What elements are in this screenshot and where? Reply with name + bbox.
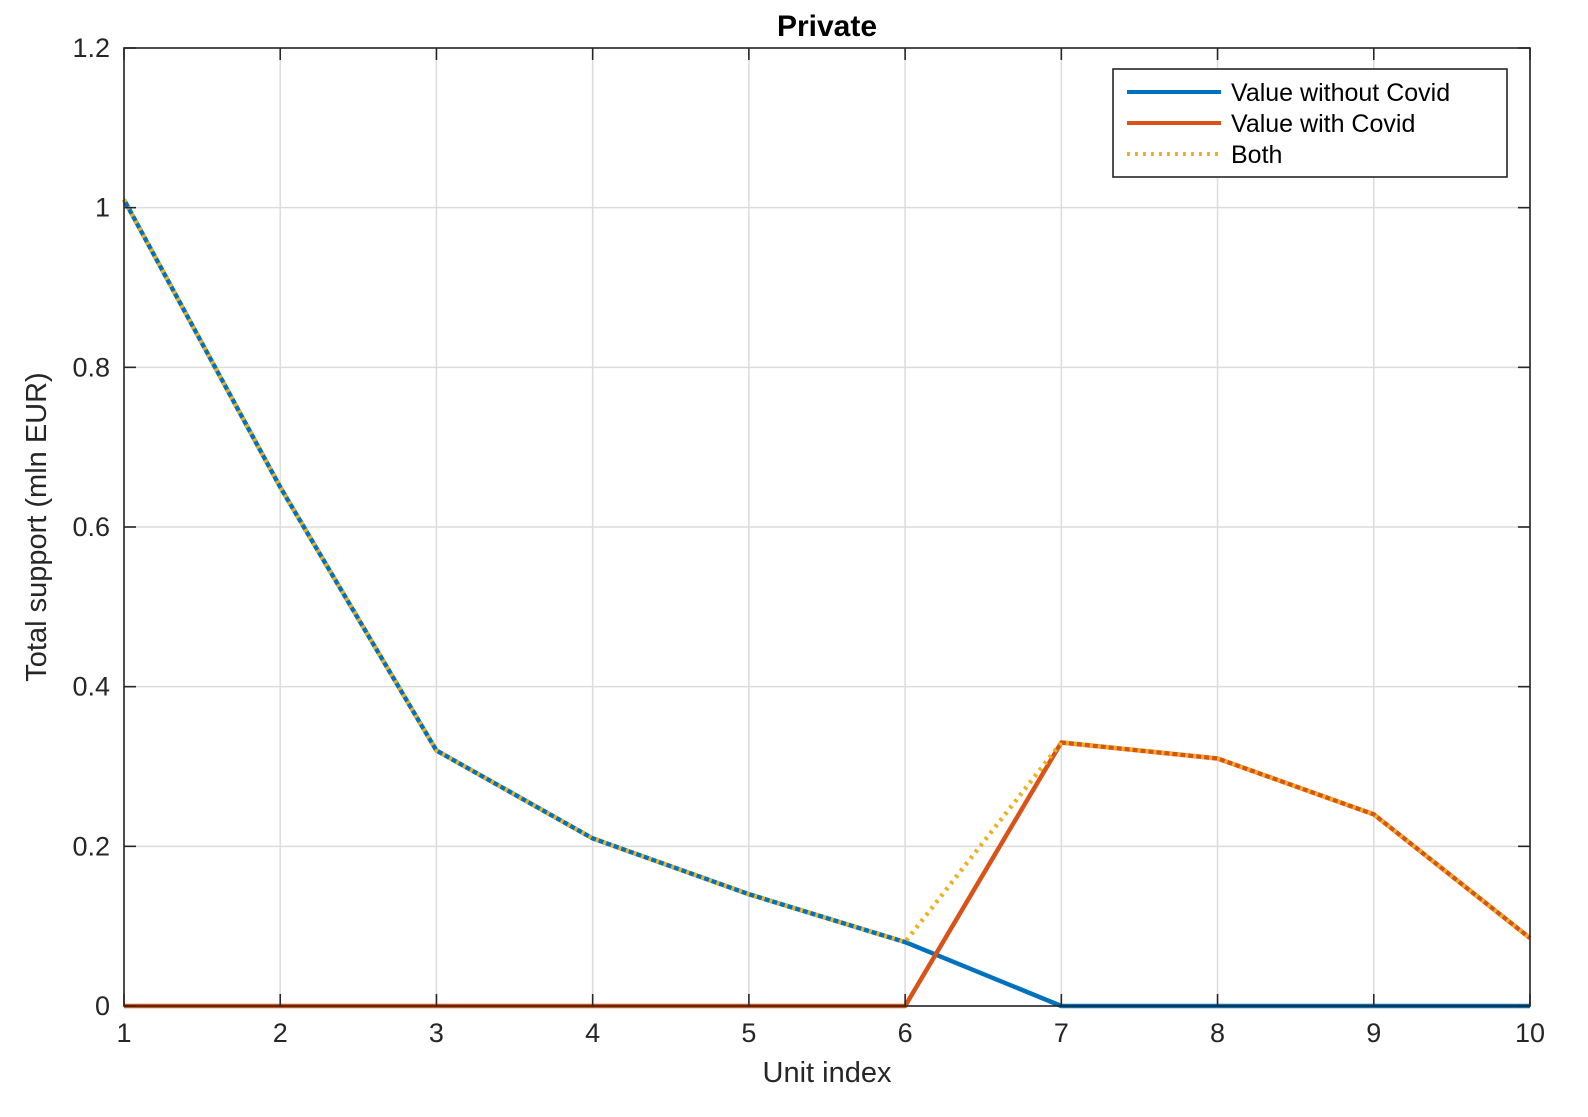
- y-axis-label: Total support (mln EUR): [21, 372, 53, 681]
- axis-ticks: [123, 47, 1531, 1007]
- x-tick-label: 6: [898, 1018, 913, 1048]
- legend: Value without Covid Value with Covid Bot…: [1112, 68, 1508, 178]
- y-tick-label: 1.2: [72, 33, 110, 63]
- x-tick-label: 7: [1054, 1018, 1069, 1048]
- x-tick-label: 9: [1366, 1018, 1381, 1048]
- y-tick-labels: 0 0.2 0.4 0.6 0.8 1 1.2: [72, 33, 110, 1021]
- series-line-both: [122, 198, 1532, 945]
- y-tick-label: 1: [95, 193, 110, 223]
- y-tick-label: 0.4: [72, 672, 110, 702]
- y-tick-label: 0: [95, 991, 110, 1021]
- legend-label-value-without-covid: Value without Covid: [1231, 79, 1450, 107]
- x-tick-label: 10: [1515, 1018, 1545, 1048]
- x-tick-label: 4: [585, 1018, 600, 1048]
- x-tick-label: 3: [429, 1018, 444, 1048]
- x-tick-label: 8: [1210, 1018, 1225, 1048]
- y-tick-label: 0.6: [72, 512, 110, 542]
- x-tick-label: 2: [273, 1018, 288, 1048]
- y-tick-label: 0.8: [72, 352, 110, 382]
- chart-title: Private: [777, 10, 877, 43]
- x-tick-labels: 1 2 3 4 5 6 7 8 9 10: [116, 1018, 1545, 1048]
- x-tick-label: 5: [741, 1018, 756, 1048]
- x-axis-label: Unit index: [763, 1057, 892, 1089]
- legend-label-both: Both: [1231, 141, 1282, 169]
- legend-label-value-with-covid: Value with Covid: [1231, 110, 1415, 138]
- x-tick-label: 1: [116, 1018, 131, 1048]
- y-tick-label: 0.2: [72, 831, 110, 861]
